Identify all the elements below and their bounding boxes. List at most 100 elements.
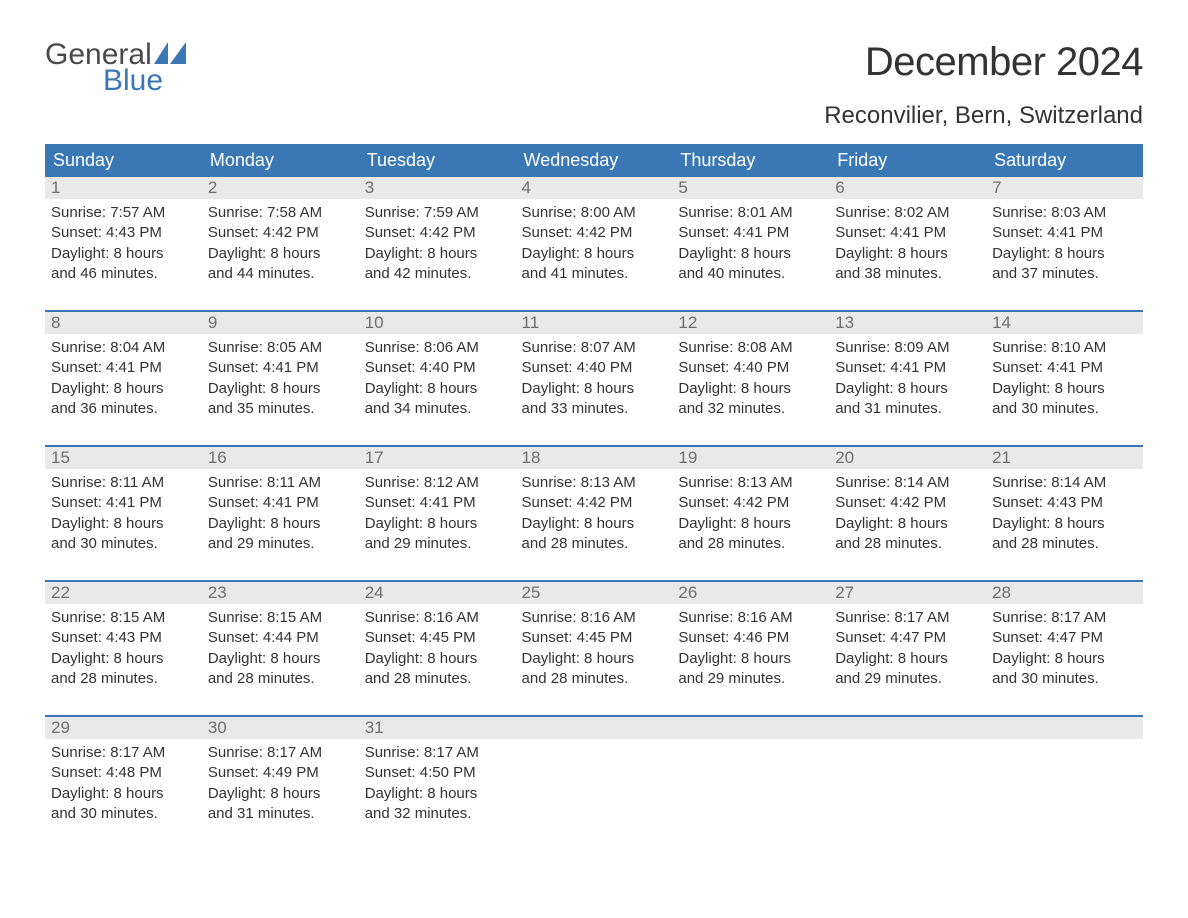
day-number: 9 <box>202 312 359 334</box>
sunset-text: Sunset: 4:41 PM <box>208 493 353 513</box>
daylight-text: and 30 minutes. <box>992 399 1137 419</box>
daylight-text: Daylight: 8 hours <box>365 514 510 534</box>
day-number: 7 <box>986 177 1143 199</box>
daylight-text: Daylight: 8 hours <box>365 379 510 399</box>
day-number: 5 <box>672 177 829 199</box>
sunrise-text: Sunrise: 8:16 AM <box>365 608 510 628</box>
daylight-text: Daylight: 8 hours <box>678 649 823 669</box>
daylight-text: Daylight: 8 hours <box>835 514 980 534</box>
day-number: 14 <box>986 312 1143 334</box>
day-cell: Sunrise: 8:16 AMSunset: 4:45 PMDaylight:… <box>359 604 516 716</box>
sunset-text: Sunset: 4:41 PM <box>208 358 353 378</box>
daylight-text: Daylight: 8 hours <box>992 379 1137 399</box>
weekday-header-row: Sunday Monday Tuesday Wednesday Thursday… <box>45 144 1143 177</box>
daylight-text: and 42 minutes. <box>365 264 510 284</box>
daylight-text: and 30 minutes. <box>51 804 196 824</box>
sunset-text: Sunset: 4:41 PM <box>835 358 980 378</box>
day-number: 10 <box>359 312 516 334</box>
daylight-text: and 28 minutes. <box>835 534 980 554</box>
day-number: 13 <box>829 312 986 334</box>
day-number: 19 <box>672 447 829 469</box>
daylight-text: Daylight: 8 hours <box>835 379 980 399</box>
daylight-text: Daylight: 8 hours <box>835 244 980 264</box>
day-cell: Sunrise: 8:10 AMSunset: 4:41 PMDaylight:… <box>986 334 1143 446</box>
daylight-text: and 28 minutes. <box>208 669 353 689</box>
calendar-table: Sunday Monday Tuesday Wednesday Thursday… <box>45 144 1143 850</box>
day-content-row: Sunrise: 8:17 AMSunset: 4:48 PMDaylight:… <box>45 739 1143 850</box>
daylight-text: and 38 minutes. <box>835 264 980 284</box>
location-subtitle: Reconvilier, Bern, Switzerland <box>45 102 1143 130</box>
daylight-text: and 28 minutes. <box>992 534 1137 554</box>
daylight-text: Daylight: 8 hours <box>51 649 196 669</box>
sunset-text: Sunset: 4:47 PM <box>992 628 1137 648</box>
brand-word2: Blue <box>103 66 188 96</box>
sunrise-text: Sunrise: 8:15 AM <box>51 608 196 628</box>
sunrise-text: Sunrise: 8:11 AM <box>51 473 196 493</box>
daylight-text: Daylight: 8 hours <box>678 514 823 534</box>
day-number: 17 <box>359 447 516 469</box>
day-number: 15 <box>45 447 202 469</box>
day-cell: Sunrise: 8:00 AMSunset: 4:42 PMDaylight:… <box>516 199 673 311</box>
daylight-text: Daylight: 8 hours <box>835 649 980 669</box>
day-cell: Sunrise: 8:04 AMSunset: 4:41 PMDaylight:… <box>45 334 202 446</box>
sunset-text: Sunset: 4:41 PM <box>51 493 196 513</box>
day-cell: Sunrise: 7:57 AMSunset: 4:43 PMDaylight:… <box>45 199 202 311</box>
day-number: 22 <box>45 582 202 604</box>
weekday-header: Saturday <box>986 144 1143 177</box>
sunset-text: Sunset: 4:41 PM <box>678 223 823 243</box>
sunrise-text: Sunrise: 8:03 AM <box>992 203 1137 223</box>
day-cell: Sunrise: 8:15 AMSunset: 4:44 PMDaylight:… <box>202 604 359 716</box>
page-title: December 2024 <box>865 40 1143 85</box>
sunset-text: Sunset: 4:42 PM <box>208 223 353 243</box>
day-number: 4 <box>516 177 673 199</box>
sunset-text: Sunset: 4:44 PM <box>208 628 353 648</box>
day-number: 31 <box>359 717 516 739</box>
sunrise-text: Sunrise: 8:00 AM <box>522 203 667 223</box>
sunset-text: Sunset: 4:41 PM <box>992 223 1137 243</box>
day-number-row: 293031 <box>45 717 1143 739</box>
sunset-text: Sunset: 4:48 PM <box>51 763 196 783</box>
day-cell <box>516 739 673 850</box>
day-number: 3 <box>359 177 516 199</box>
sunset-text: Sunset: 4:47 PM <box>835 628 980 648</box>
sunrise-text: Sunrise: 7:58 AM <box>208 203 353 223</box>
day-number-row: 891011121314 <box>45 312 1143 334</box>
day-cell: Sunrise: 8:06 AMSunset: 4:40 PMDaylight:… <box>359 334 516 446</box>
day-cell <box>986 739 1143 850</box>
sunset-text: Sunset: 4:45 PM <box>522 628 667 648</box>
day-cell: Sunrise: 8:15 AMSunset: 4:43 PMDaylight:… <box>45 604 202 716</box>
weekday-header: Tuesday <box>359 144 516 177</box>
sunset-text: Sunset: 4:43 PM <box>992 493 1137 513</box>
day-cell: Sunrise: 8:17 AMSunset: 4:49 PMDaylight:… <box>202 739 359 850</box>
sunrise-text: Sunrise: 8:16 AM <box>678 608 823 628</box>
day-cell: Sunrise: 7:58 AMSunset: 4:42 PMDaylight:… <box>202 199 359 311</box>
day-number-row: 15161718192021 <box>45 447 1143 469</box>
day-content-row: Sunrise: 8:11 AMSunset: 4:41 PMDaylight:… <box>45 469 1143 581</box>
sunrise-text: Sunrise: 8:15 AM <box>208 608 353 628</box>
sunrise-text: Sunrise: 8:16 AM <box>522 608 667 628</box>
sunrise-text: Sunrise: 8:17 AM <box>208 743 353 763</box>
sunrise-text: Sunrise: 8:02 AM <box>835 203 980 223</box>
day-number: 29 <box>45 717 202 739</box>
day-number-row: 22232425262728 <box>45 582 1143 604</box>
daylight-text: Daylight: 8 hours <box>522 514 667 534</box>
day-cell: Sunrise: 8:16 AMSunset: 4:46 PMDaylight:… <box>672 604 829 716</box>
weekday-header: Wednesday <box>516 144 673 177</box>
daylight-text: Daylight: 8 hours <box>992 244 1137 264</box>
day-cell: Sunrise: 8:09 AMSunset: 4:41 PMDaylight:… <box>829 334 986 446</box>
sunrise-text: Sunrise: 8:04 AM <box>51 338 196 358</box>
daylight-text: and 29 minutes. <box>678 669 823 689</box>
day-number: 2 <box>202 177 359 199</box>
sunrise-text: Sunrise: 8:14 AM <box>992 473 1137 493</box>
sunset-text: Sunset: 4:40 PM <box>522 358 667 378</box>
sunset-text: Sunset: 4:40 PM <box>678 358 823 378</box>
daylight-text: and 34 minutes. <box>365 399 510 419</box>
day-cell: Sunrise: 7:59 AMSunset: 4:42 PMDaylight:… <box>359 199 516 311</box>
sunrise-text: Sunrise: 8:13 AM <box>522 473 667 493</box>
sunset-text: Sunset: 4:49 PM <box>208 763 353 783</box>
day-number: 26 <box>672 582 829 604</box>
day-cell: Sunrise: 8:11 AMSunset: 4:41 PMDaylight:… <box>202 469 359 581</box>
sunset-text: Sunset: 4:42 PM <box>365 223 510 243</box>
day-number <box>986 717 1143 739</box>
daylight-text: and 28 minutes. <box>522 534 667 554</box>
